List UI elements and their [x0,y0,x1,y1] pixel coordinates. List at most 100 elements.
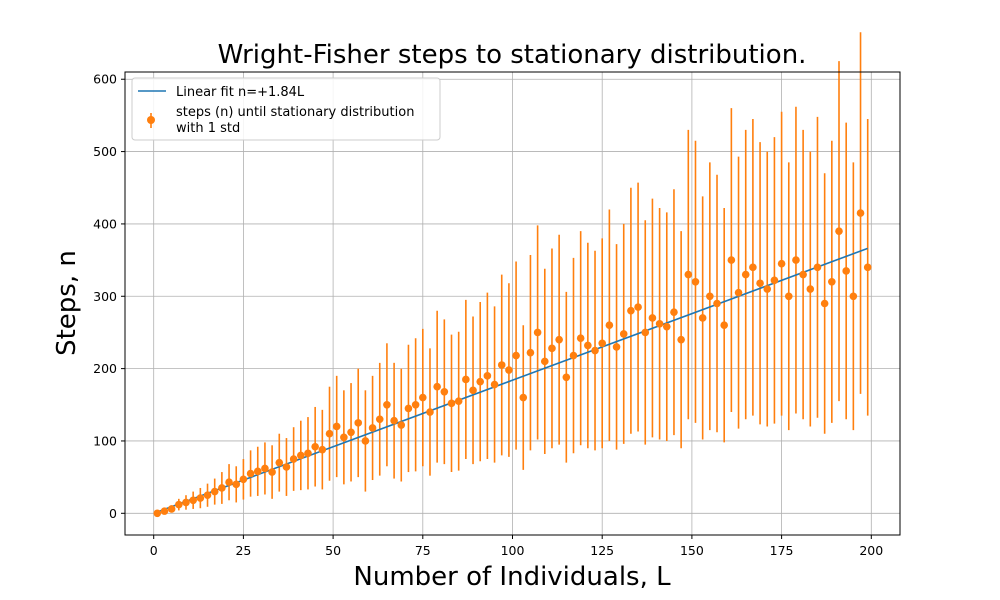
data-point [340,433,348,442]
data-point [253,467,262,476]
data-point [505,366,513,374]
data-point [203,491,212,500]
x-tick-label: 125 [590,543,614,558]
data-point [835,227,843,235]
y-tick-label: 500 [93,144,117,159]
data-point [289,455,298,463]
data-point [454,397,463,405]
linear-fit-line [157,247,868,513]
data-point [770,276,779,285]
data-point [390,416,398,425]
data-point [483,372,492,380]
x-axis-label: Number of Individuals, L [353,562,671,592]
data-point [361,437,370,445]
data-point [426,408,434,416]
data-point [548,344,556,353]
data-point [619,330,628,338]
data-point [397,421,406,429]
data-point [232,480,241,489]
data-point [318,445,327,454]
data-point [490,380,499,389]
data-point [239,475,248,484]
data-point [576,334,585,343]
data-point [555,335,563,344]
legend-points-marker [147,116,155,124]
data-point [856,209,865,217]
y-axis-label: Steps, n [52,250,82,356]
data-point [806,285,815,293]
data-point [304,449,312,458]
x-tick-label: 175 [770,543,794,558]
data-point [189,496,197,505]
data-point [440,387,449,396]
data-point [691,277,700,286]
data-point [863,263,872,272]
legend-fit-label: Linear fit n=+1.84L [176,85,305,100]
data-point [641,328,650,337]
axis-ticks: 0 25 50 75 100 125 150 175 200 0 100 200 300 400 500 60… [93,72,883,558]
data-point [727,256,736,264]
data-point [368,424,377,432]
data-point [756,279,764,288]
data-point [612,343,621,351]
data-point [713,299,721,308]
legend-points-label-line: with 1 std [176,121,240,136]
data-point [684,270,693,279]
x-tick-label: 50 [325,543,341,558]
chart-title: Wright-Fisher steps to stationary distri… [218,40,807,70]
data-point [792,256,800,264]
y-tick-label: 400 [93,216,117,231]
legend-points-label-line: steps (n) until stationary distribution [176,105,414,120]
data-point [720,321,728,330]
data-point [246,469,255,478]
data-point [175,500,183,509]
data-point [354,419,363,427]
grid [125,72,900,535]
legend-box [131,77,441,141]
data-point [275,458,284,467]
data-point [734,288,743,297]
data-point [634,303,642,311]
x-tick-label: 25 [235,543,251,558]
data-point [225,478,233,486]
x-tick-label: 0 [150,543,158,558]
data-point [842,267,850,275]
data-point [383,400,391,409]
data-point [332,422,341,431]
data-point [160,507,169,515]
data-point [749,263,757,272]
data-point [447,399,456,408]
data-point [347,428,355,437]
data-point [662,322,671,331]
data-point [655,319,664,328]
x-tick-label: 100 [501,543,525,558]
data-point [562,373,571,382]
data-point [670,308,678,316]
data-point [799,270,807,279]
data-point [462,375,470,384]
data-point [820,299,829,308]
data-point [627,306,635,315]
data-point [519,393,528,402]
data-point [569,351,578,360]
data-point [777,259,786,268]
data-point [677,335,685,344]
x-tick-label: 200 [859,543,883,558]
data-point [598,339,606,348]
data-point [153,509,162,518]
data-point [584,341,592,350]
data-point [526,348,535,357]
data-point [605,321,614,330]
data-point [540,357,549,366]
data-point [325,429,334,438]
data-point [167,505,176,513]
y-tick-label: 600 [93,72,117,87]
data-point [763,285,772,293]
y-tick-label: 200 [93,361,117,376]
data-point [828,277,836,286]
data-point [268,468,276,476]
data-point [591,346,599,355]
data-point [218,484,226,492]
legend: Linear fit n=+1.84L steps (n) until stat… [131,77,441,141]
